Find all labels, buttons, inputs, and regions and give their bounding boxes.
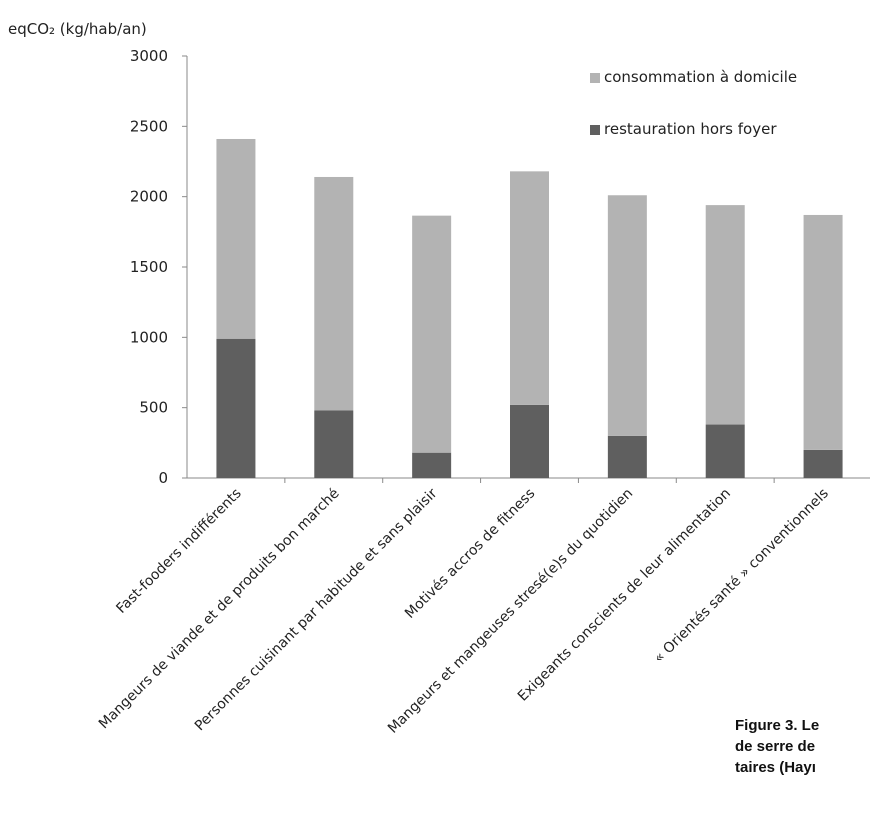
y-tick-label: 1500 (130, 258, 168, 276)
x-tick-label: « Orientés santé » conventionnels (651, 486, 832, 667)
y-tick-label: 2000 (130, 188, 168, 206)
y-tick-label: 2500 (130, 117, 168, 135)
bars (216, 138, 843, 478)
legend-swatch (590, 73, 600, 83)
bar-segment-restauration (412, 452, 452, 478)
bar-segment-restauration (216, 338, 256, 478)
bar-segment-domicile (216, 138, 256, 339)
bar-segment-restauration (607, 435, 647, 478)
legend-label: restauration hors foyer (604, 120, 777, 138)
legend-label: consommation à domicile (604, 68, 797, 86)
bar-segment-restauration (510, 404, 549, 478)
bar-segment-domicile (607, 195, 647, 436)
bar-segment-domicile (803, 214, 843, 450)
y-tick-label: 500 (139, 399, 168, 417)
bar-segment-domicile (412, 215, 452, 453)
axes: 0 500 1000 1500 2000 2500 3000 (130, 47, 870, 487)
bar-segment-restauration (803, 449, 843, 478)
y-tick-label: 3000 (130, 47, 168, 65)
y-tick-label: 0 (158, 469, 168, 487)
caption-line: Figure 3. Le (735, 717, 820, 734)
x-tick-label: Exigeants conscients de leur alimentatio… (515, 486, 734, 705)
caption-line: taires (Hayı (735, 759, 816, 776)
bar-segment-domicile (314, 176, 354, 411)
legend: consommation à domicile restauration hors… (590, 68, 797, 138)
y-tick-label: 1000 (130, 328, 168, 346)
y-axis-label: eqCO₂ (kg/hab/an) (8, 20, 147, 38)
figure-caption: Figure 3. Le de serre de taires (Hayı (735, 715, 870, 778)
bar-segment-domicile (705, 205, 745, 425)
bar-segment-domicile (510, 171, 549, 405)
legend-swatch (590, 125, 600, 135)
caption-line: de serre de (735, 738, 816, 755)
bar-segment-restauration (314, 410, 354, 478)
bar-segment-restauration (705, 424, 745, 478)
